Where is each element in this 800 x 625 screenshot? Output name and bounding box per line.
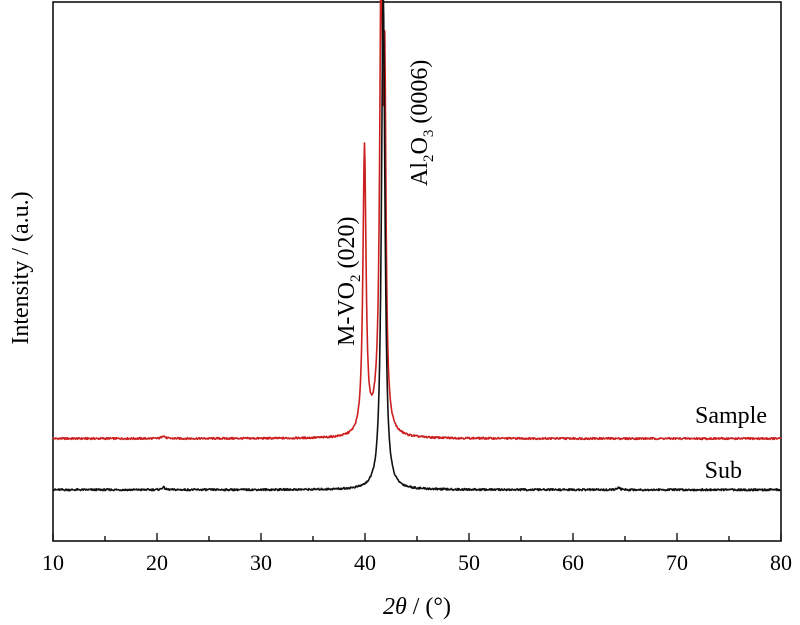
annotation-al2o3-tail: (0006) (407, 60, 433, 130)
series-line-sub (52, 0, 782, 492)
legend-sample: Sample (695, 403, 767, 429)
x-axis-label: 2θ / (°) (383, 594, 451, 620)
annotation-vo2: M-VO2 (020) (334, 217, 364, 346)
y-axis-label: Intensity / (a.u.) (8, 191, 34, 344)
annotation-vo2-base: M-VO (334, 282, 360, 346)
series-line-sample (52, 0, 782, 441)
annotation-vo2-tail: (020) (334, 217, 360, 275)
x-tick-label: 60 (562, 550, 584, 575)
annotation-vo2-sub: 2 (348, 275, 364, 283)
annotation-al2o3-sub1: 2 (421, 155, 437, 163)
x-tick-label: 80 (770, 550, 792, 575)
x-axis-label-var: 2θ (383, 594, 407, 620)
annotation-al2o3: Al2O3 (0006) (407, 60, 437, 186)
x-tick-label: 20 (146, 550, 168, 575)
x-tick-label: 70 (666, 550, 688, 575)
annotation-al2o3-sub2: 3 (421, 130, 437, 138)
series-lines (52, 0, 782, 492)
x-tick-label: 10 (42, 550, 64, 575)
legend-sub: Sub (705, 458, 742, 484)
x-axis-ticks: 10 20 30 40 50 60 70 80 (42, 533, 792, 575)
x-tick-label: 40 (354, 550, 376, 575)
x-tick-label: 50 (458, 550, 480, 575)
x-tick-label: 30 (250, 550, 272, 575)
annotation-al2o3-el1: Al (407, 162, 433, 186)
x-axis-label-unit: / (°) (407, 594, 451, 620)
annotation-al2o3-el2: O (407, 137, 433, 154)
